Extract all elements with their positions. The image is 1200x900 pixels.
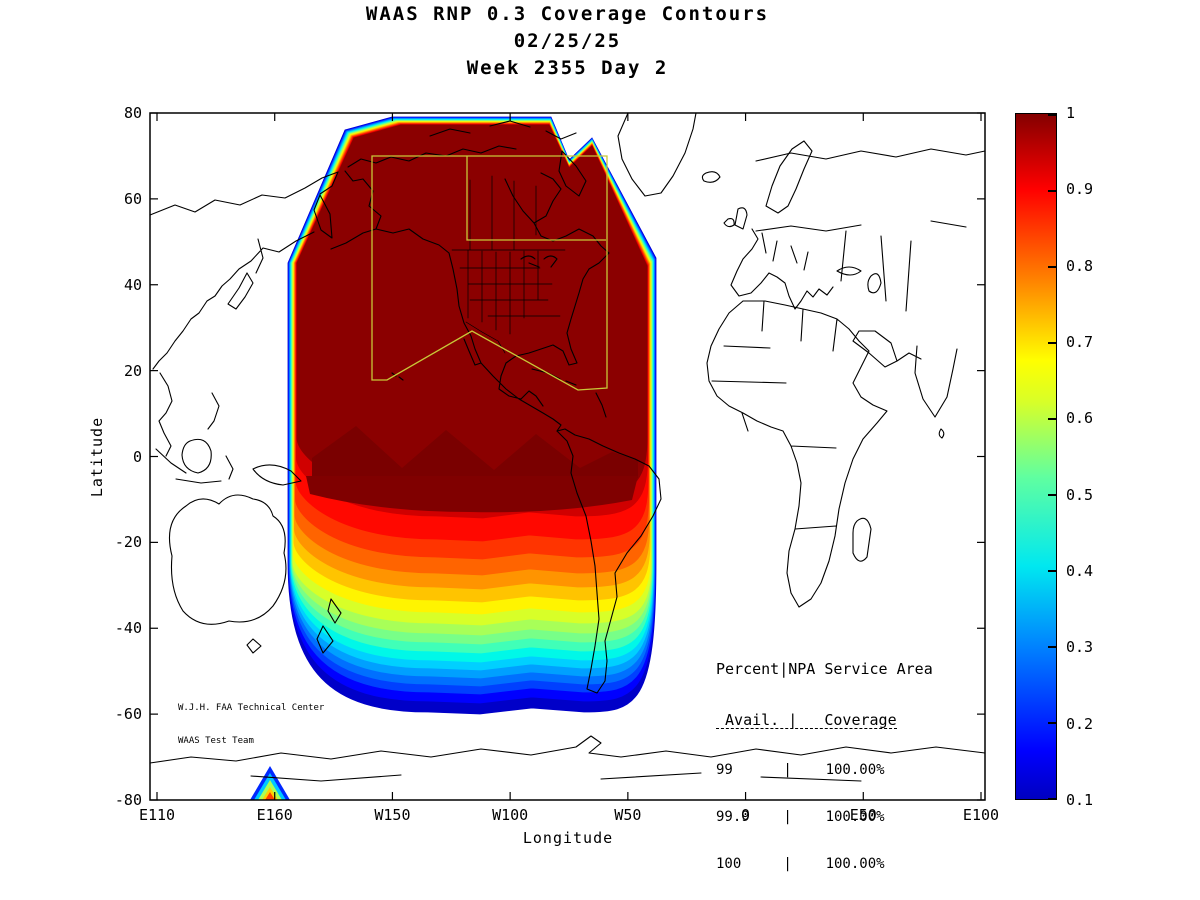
y-tick-label-60: 60	[123, 189, 142, 208]
colorbar	[1015, 113, 1057, 800]
x-tick-label-E110: E110	[138, 806, 176, 824]
colorbar-tick-mark	[1048, 342, 1056, 344]
table-row: 99.9 | 100.00%	[716, 809, 885, 825]
x-tick-label-E100: E100	[962, 806, 1000, 824]
colorbar-tick-mark	[1048, 646, 1056, 648]
coastline-europe	[723, 140, 862, 310]
colorbar-tick-mark	[1048, 494, 1056, 496]
y-tick-label-80: 80	[123, 104, 142, 122]
coastline-north-america	[330, 120, 610, 432]
y-tick-label-0: 0	[132, 447, 142, 466]
y-tick-label--60: -60	[114, 705, 142, 724]
y-tick-label-40: 40	[123, 275, 142, 294]
coastline-australia-nz	[168, 494, 342, 654]
coastlines-group	[149, 112, 986, 782]
table-subheader: Avail. | Coverage	[716, 711, 897, 729]
x-tick-label-W50: W50	[614, 806, 642, 824]
state-province-borders	[451, 175, 566, 354]
credit-line-2: WAAS Test Team	[178, 736, 254, 746]
x-tick-label-W100: W100	[492, 806, 529, 824]
credit-line-1: W.J.H. FAA Technical Center	[178, 703, 325, 713]
colorbar-tick-label-1: 1	[1066, 104, 1076, 122]
y-tick-label-20: 20	[123, 361, 142, 380]
page-title-week: Week 2355 Day 2	[466, 57, 669, 79]
page-title: WAAS RNP 0.3 Coverage Contours	[365, 3, 770, 25]
y-tick-label--80: -80	[114, 791, 142, 809]
coastline-asia	[149, 171, 339, 486]
colorbar-tick-mark	[1048, 722, 1056, 724]
x-tick-label-0: 0	[741, 806, 751, 824]
colorbar-tick-label-0.6: 0.6	[1066, 409, 1094, 428]
x-tick-label-E160: E160	[256, 806, 293, 824]
colorbar-tick-mark	[1048, 418, 1056, 420]
x-tick-label-E50: E50	[849, 806, 877, 824]
colorbar-tick-label-0.3: 0.3	[1066, 638, 1094, 657]
colorbar-tick-mark	[1048, 266, 1056, 268]
colorbar-tick-label-0.2: 0.2	[1066, 714, 1094, 733]
table-row: 100 | 100.00%	[716, 856, 885, 872]
y-tick-label--20: -20	[114, 533, 142, 552]
y-axis-label: Latitude	[88, 416, 106, 498]
coastline-south-america	[556, 428, 662, 694]
x-tick-label-W150: W150	[374, 806, 411, 824]
colorbar-tick-label-0.5: 0.5	[1066, 485, 1094, 504]
colorbar-tick-mark	[1048, 190, 1056, 192]
contour-detail-patches	[306, 426, 638, 513]
colorbar-tick-label-0.8: 0.8	[1066, 256, 1094, 275]
colorbar-tick-mark	[1048, 114, 1056, 116]
coastline-africa	[706, 300, 888, 608]
table-header: Percent|NPA Service Area	[716, 660, 933, 678]
npa-availability-table: Percent|NPA Service Area Avail. | Covera…	[716, 626, 933, 900]
x-axis-label: Longitude	[522, 829, 614, 847]
y-tick-label--40: -40	[114, 619, 142, 638]
coastline-asia-east	[755, 148, 986, 439]
page-title-date: 02/25/25	[513, 30, 622, 52]
npa-service-area-outline	[371, 155, 608, 391]
colorbar-tick-label-0.1: 0.1	[1066, 790, 1094, 809]
colorbar-tick-label-0.7: 0.7	[1066, 332, 1094, 351]
coverage-peak-triangle	[250, 766, 290, 800]
contour-bands-group	[287, 116, 657, 715]
table-row: 99 | 100.00%	[716, 762, 885, 778]
coastline-antarctica	[149, 735, 986, 782]
plot-border	[149, 112, 986, 801]
credit-annotation: W.J.H. FAA Technical Center WAAS Test Te…	[178, 681, 324, 769]
colorbar-tick-label-0.9: 0.9	[1066, 180, 1094, 199]
colorbar-tick-label-0.4: 0.4	[1066, 561, 1094, 580]
coastline-greenland-iceland	[617, 112, 721, 197]
colorbar-tick-mark	[1048, 570, 1056, 572]
colorbar-tick-mark	[1048, 798, 1056, 800]
